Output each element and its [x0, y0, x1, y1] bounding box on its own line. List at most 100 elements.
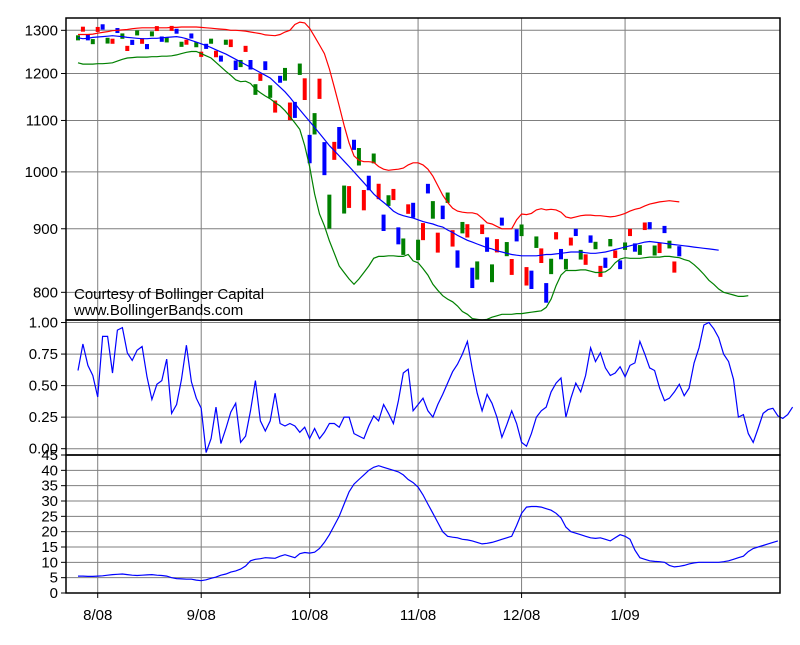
bandwidth-line [78, 465, 779, 582]
x-tick-label: 1/09 [610, 607, 639, 624]
price-bar [145, 44, 149, 50]
y-tick-label: 10 [41, 554, 58, 571]
y-tick-label: 30 [41, 493, 58, 510]
price-bar [322, 142, 327, 176]
price-bar [154, 26, 159, 32]
x-tick-label: 8/08 [83, 607, 112, 624]
annotation-line-2: www.BollingerBands.com [73, 302, 243, 319]
x-tick-label: 9/08 [187, 607, 216, 624]
y-tick-label: 45 [41, 447, 58, 464]
price-bar [105, 37, 110, 44]
price-bar [391, 188, 396, 201]
price-bar [184, 39, 189, 45]
price-bar [657, 242, 662, 254]
price-bar [204, 43, 209, 49]
price-bar [376, 183, 381, 200]
price-bar [287, 102, 292, 121]
price-bar [480, 224, 485, 235]
price-bar [243, 45, 248, 52]
panel-frame [65, 319, 781, 456]
price-bar [632, 243, 637, 252]
price-bars [76, 24, 682, 303]
price-bar [662, 225, 667, 234]
price-bar [396, 227, 401, 245]
price-bar [578, 249, 583, 260]
price-bar [490, 264, 494, 283]
price-bar [608, 238, 613, 247]
price-bar [450, 230, 455, 247]
y-tick-label: 0.25 [29, 409, 58, 426]
y-tick-label: 0.00 [29, 441, 58, 458]
price-bar [302, 78, 307, 101]
price-bar [209, 38, 214, 44]
price-bar [90, 39, 95, 45]
price-bar [411, 202, 416, 218]
price-bar [258, 73, 263, 81]
price-bar [233, 60, 238, 71]
y-tick-label: 5 [50, 570, 58, 587]
price-bar [440, 205, 445, 220]
price-bar [312, 113, 317, 135]
y-tick-label: 1000 [25, 164, 58, 181]
price-bar [485, 237, 490, 252]
price-bar [248, 59, 253, 70]
price-bar [337, 127, 342, 149]
price-bar [95, 26, 100, 32]
price-bar [593, 241, 598, 250]
price-bar [647, 222, 652, 230]
price-bar [352, 139, 356, 150]
x-tick-label: 11/08 [400, 607, 436, 624]
price-bar [164, 37, 169, 43]
y-tick-label: 20 [41, 524, 58, 541]
price-bar [292, 101, 297, 118]
price-bar [598, 265, 603, 277]
price-bar [554, 232, 559, 240]
price-bar [189, 33, 194, 39]
y-tick-label: 0 [50, 585, 58, 602]
price-bar [514, 229, 519, 242]
price-bar [199, 51, 204, 57]
price-bar [494, 239, 499, 253]
price-bar [421, 223, 425, 241]
price-bar [455, 250, 460, 268]
price-bar [406, 204, 411, 214]
price-bar [135, 30, 140, 36]
price-bar [263, 61, 268, 71]
price-bar [401, 238, 406, 255]
price-bar [223, 39, 228, 45]
y-tick-label: 0.50 [29, 378, 58, 395]
price-bar [563, 258, 568, 270]
price-bar [386, 195, 391, 206]
price-bar [342, 185, 347, 214]
price-bar [623, 242, 628, 250]
price-bar [425, 183, 430, 194]
x-tick-label: 10/08 [291, 607, 329, 624]
price-bar [80, 26, 85, 32]
price-bar [435, 232, 440, 253]
price-bar [430, 201, 435, 219]
price-bar [159, 36, 164, 42]
y-tick-label: 800 [33, 284, 58, 301]
price-bar [130, 39, 135, 45]
price-bar [470, 267, 475, 289]
price-bar [214, 50, 218, 58]
price-bar [149, 31, 154, 37]
price-bar [475, 261, 480, 280]
price-bar [228, 39, 233, 48]
price-bar [549, 258, 554, 275]
price-bar [278, 75, 283, 83]
panel-frame [65, 17, 781, 321]
price-bar [174, 28, 179, 34]
price-bar [603, 257, 608, 268]
price-bar [179, 41, 184, 47]
price-bar [125, 45, 130, 52]
price-bar [307, 134, 312, 164]
price-bar [356, 148, 361, 166]
price-bar [509, 259, 514, 275]
price-bar [588, 235, 593, 243]
price-bar [381, 214, 386, 231]
price-bar [573, 228, 578, 237]
price-bar [218, 55, 223, 62]
